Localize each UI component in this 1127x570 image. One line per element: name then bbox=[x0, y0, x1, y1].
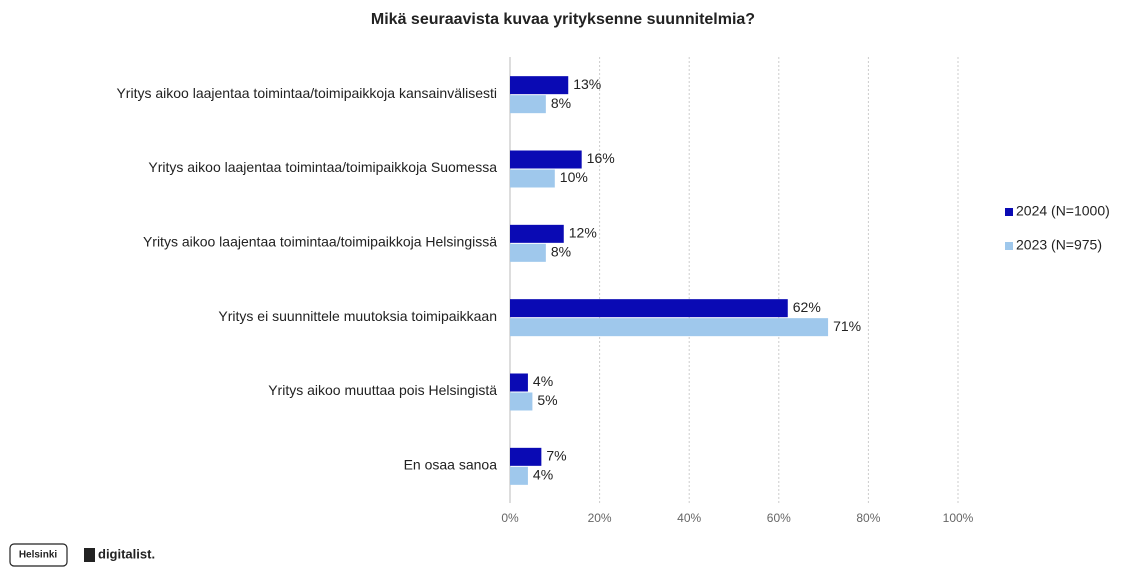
x-tick-label: 80% bbox=[856, 511, 880, 525]
bar bbox=[510, 150, 582, 169]
logo-frame bbox=[9, 543, 68, 567]
value-label: 16% bbox=[587, 150, 615, 166]
x-tick-label: 60% bbox=[767, 511, 791, 525]
y-tick-label: Yritys ei suunnittele muutoksia toimipai… bbox=[218, 308, 497, 324]
x-tick-label: 20% bbox=[588, 511, 612, 525]
y-tick-label: Yritys aikoo laajentaa toimintaa/toimipa… bbox=[148, 159, 497, 175]
bar bbox=[510, 224, 564, 243]
x-tick-label: 0% bbox=[501, 511, 519, 525]
chart-title: Mikä seuraavista kuvaa yrityksenne suunn… bbox=[371, 11, 755, 28]
legend-label: 2023 (N=975) bbox=[1016, 237, 1102, 253]
y-tick-label: En osaa sanoa bbox=[404, 457, 498, 473]
x-tick-label: 40% bbox=[677, 511, 701, 525]
bar bbox=[510, 392, 533, 411]
value-label: 10% bbox=[560, 169, 588, 185]
value-label: 71% bbox=[833, 318, 861, 334]
legend-swatch bbox=[1005, 208, 1013, 216]
value-label: 8% bbox=[551, 95, 571, 111]
value-label: 13% bbox=[573, 76, 601, 92]
y-tick-label: Yritys aikoo muuttaa pois Helsingistä bbox=[268, 382, 497, 398]
value-label: 4% bbox=[533, 373, 553, 389]
value-label: 7% bbox=[546, 448, 566, 464]
y-tick-label: Yritys aikoo laajentaa toimintaa/toimipa… bbox=[143, 234, 497, 250]
value-label: 5% bbox=[537, 392, 557, 408]
bar bbox=[510, 299, 788, 318]
bar bbox=[510, 243, 546, 262]
value-label: 12% bbox=[569, 225, 597, 241]
logo: Helsinki bbox=[19, 550, 58, 561]
bar bbox=[510, 95, 546, 114]
x-tick-label: 100% bbox=[943, 511, 974, 525]
bar bbox=[510, 318, 829, 337]
y-tick-label: Yritys aikoo laajentaa toimintaa/toimipa… bbox=[116, 85, 497, 101]
value-label: 8% bbox=[551, 244, 571, 260]
bar bbox=[510, 76, 569, 95]
logo-icon bbox=[84, 548, 95, 562]
bar bbox=[510, 466, 528, 485]
bar bbox=[510, 169, 555, 188]
bar bbox=[510, 447, 542, 466]
value-label: 62% bbox=[793, 299, 821, 315]
value-label: 4% bbox=[533, 467, 553, 483]
legend-label: 2024 (N=1000) bbox=[1016, 203, 1110, 219]
logo: digitalist. bbox=[98, 546, 155, 561]
legend-swatch bbox=[1005, 242, 1013, 250]
bar bbox=[510, 373, 528, 392]
